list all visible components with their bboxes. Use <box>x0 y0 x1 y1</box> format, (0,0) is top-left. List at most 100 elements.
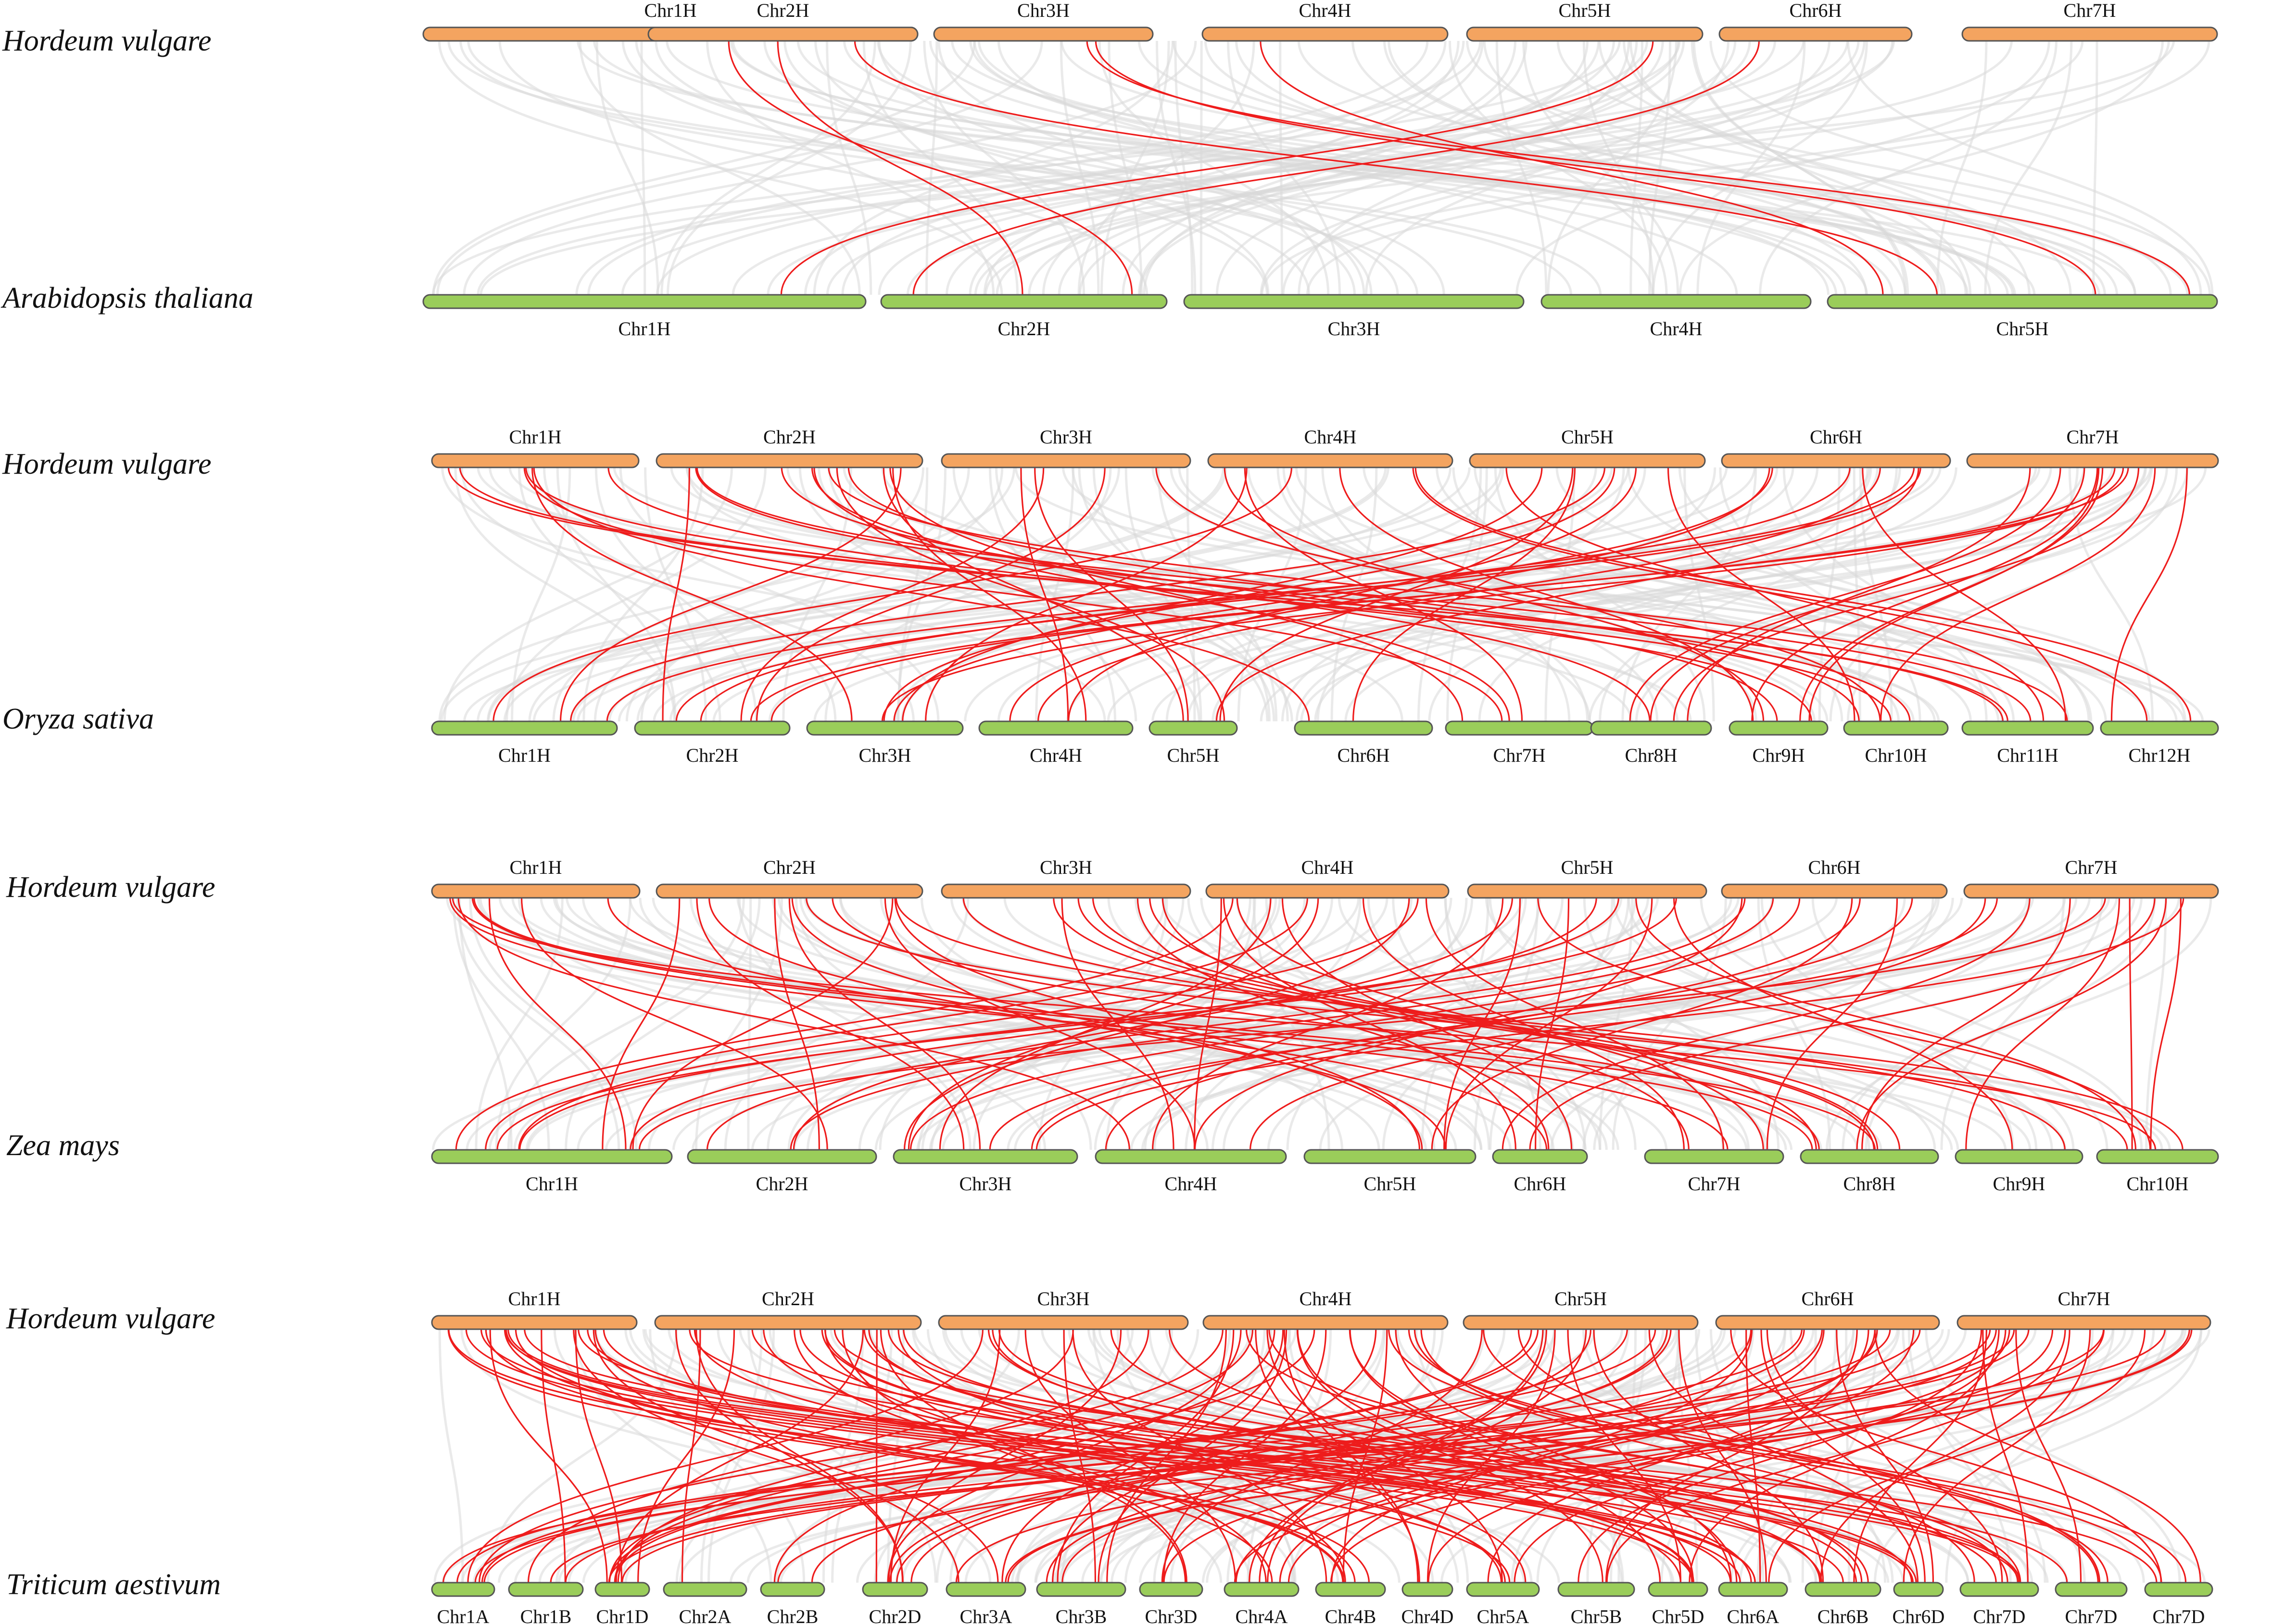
bottom-chromosome-label: Chr3A <box>960 1606 1012 1624</box>
bottom-chromosome-label: Chr4A <box>1236 1606 1288 1624</box>
syntenic-gene-pair-link <box>1751 467 2098 722</box>
background-link <box>458 897 513 1150</box>
bottom-chromosome <box>1961 720 2094 736</box>
syntenic-gene-pair-link <box>606 467 1915 722</box>
bottom-chromosome-label: Chr2B <box>767 1606 819 1624</box>
background-link <box>595 40 659 295</box>
bottom-chromosome <box>760 1582 825 1597</box>
bottom-species-label: Zea mays <box>6 1129 120 1162</box>
background-link <box>455 897 620 1150</box>
background-link <box>1042 40 1460 295</box>
bottom-chromosome <box>1893 1582 1944 1597</box>
bottom-chromosome <box>862 1582 928 1597</box>
background-link <box>983 40 1484 295</box>
top-chromosome-label: Chr5H <box>1554 1288 1607 1309</box>
background-link <box>1428 467 1901 722</box>
syntenic-gene-pair-link <box>1046 1329 1752 1583</box>
background-link <box>1286 897 1540 1150</box>
syntenic-gene-pair-link <box>1287 1329 2010 1583</box>
bottom-chromosome-label: Chr2H <box>756 1173 808 1195</box>
bottom-chromosome-label: Chr2H <box>998 318 1050 340</box>
syntenic-gene-pair-link <box>881 467 2124 722</box>
background-link <box>879 897 1185 1150</box>
syntenic-gene-pair-link <box>774 897 820 1150</box>
syntenic-gene-pair-link <box>1057 1329 1235 1583</box>
top-chromosome-label: Chr1H <box>510 856 562 878</box>
background-link <box>1060 40 1100 295</box>
syntenic-gene-pair-link <box>1260 40 1884 295</box>
background-link <box>712 467 2114 722</box>
syntenic-gene-pair-link <box>1136 897 1550 1150</box>
bottom-chromosome-label: Chr3B <box>1056 1606 1107 1624</box>
background-link <box>1495 40 1548 295</box>
background-link <box>692 897 2118 1150</box>
top-chromosome <box>1207 453 1453 468</box>
top-chromosome-label: Chr2H <box>762 1288 814 1309</box>
background-link <box>1440 1329 2203 1583</box>
background-link <box>575 40 1429 295</box>
syntenic-gene-pair-link <box>614 1329 1315 1583</box>
background-link <box>640 40 646 295</box>
syntenic-gene-pair-link <box>887 1329 2019 1583</box>
bottom-chromosome <box>1183 294 1525 309</box>
background-link <box>1547 40 1678 295</box>
background-link <box>1679 40 2164 295</box>
syntenic-gene-pair-link <box>570 467 1606 722</box>
syntenic-gene-pair-link <box>594 1329 1273 1583</box>
bottom-chromosome <box>946 1582 1026 1597</box>
syntenic-gene-pair-link <box>1567 1329 1681 1583</box>
syntenic-gene-pair-link <box>1110 1329 1869 1583</box>
bottom-chromosome-label: Chr4B <box>1325 1606 1376 1624</box>
syntenic-gene-pair-link <box>1745 1329 1761 1583</box>
syntenic-gene-pair-link <box>455 897 1234 1150</box>
syntenic-gene-pair-link <box>777 40 1023 295</box>
background-link <box>1940 897 2065 1150</box>
syntenic-gene-pair-link <box>637 1329 735 1583</box>
syntenic-gene-pair-link <box>1482 1329 2099 1583</box>
synteny-panel-4: Chr1H Chr2H Chr3H Chr4H Chr5H Chr6H Chr7H Chr1A… <box>6 1288 2213 1624</box>
syntenic-gene-pair-link <box>662 467 690 722</box>
background-link <box>443 467 733 722</box>
syntenic-gene-pair-link <box>638 897 2106 1150</box>
top-chromosome-label: Chr5H <box>1559 0 1611 21</box>
background-link <box>1137 40 2106 295</box>
syntenic-gene-pair-link <box>1105 897 1861 1150</box>
syntenic-gene-pair-link <box>480 1329 1741 1583</box>
bottom-chromosome-label: Chr3H <box>859 744 911 766</box>
syntenic-gene-pair-link <box>1219 467 1574 722</box>
bottom-chromosome <box>1224 1582 1300 1597</box>
top-chromosome <box>941 453 1191 468</box>
bottom-chromosome <box>1294 720 1433 736</box>
background-link <box>706 40 995 295</box>
syntenic-gene-pair-link <box>593 1329 999 1583</box>
syntenic-gene-pair-link <box>887 1329 1242 1583</box>
top-chromosome <box>1963 883 2219 899</box>
background-link <box>629 897 1858 1150</box>
top-chromosome <box>933 26 1154 42</box>
syntenic-gene-pair-link <box>1862 467 2067 722</box>
background-link <box>1267 897 1906 1150</box>
bottom-chromosome-label: Chr1B <box>520 1606 572 1624</box>
syntenic-gene-pair-link <box>478 1329 1224 1583</box>
syntenic-gene-pair-link <box>447 467 2008 722</box>
top-chromosome <box>431 883 641 899</box>
bottom-chromosome <box>2100 720 2219 736</box>
bottom-chromosome <box>422 294 867 309</box>
bottom-chromosome-label: Chr4H <box>1030 744 1082 766</box>
top-chromosome <box>938 1315 1189 1330</box>
syntenic-gene-pair-link <box>1593 1329 1824 1583</box>
syntenic-gene-pair-link <box>608 1329 1532 1583</box>
syntenic-gene-pair-link <box>777 1329 2105 1583</box>
background-link <box>1141 897 2135 1150</box>
syntenic-gene-pair-link <box>1502 897 2031 1150</box>
syntenic-gene-pair-link <box>675 1329 904 1583</box>
syntenic-gene-pair-link <box>1063 1329 1097 1583</box>
background-link <box>1111 1329 1855 1583</box>
syntenic-gene-pair-link <box>781 467 1778 722</box>
background-link <box>495 897 632 1150</box>
background-link <box>918 897 1334 1150</box>
bottom-chromosome <box>2096 1149 2219 1164</box>
bottom-chromosome-label: Chr4H <box>1165 1173 1217 1195</box>
bottom-chromosome <box>1466 1582 1540 1597</box>
background-link <box>452 897 550 1150</box>
